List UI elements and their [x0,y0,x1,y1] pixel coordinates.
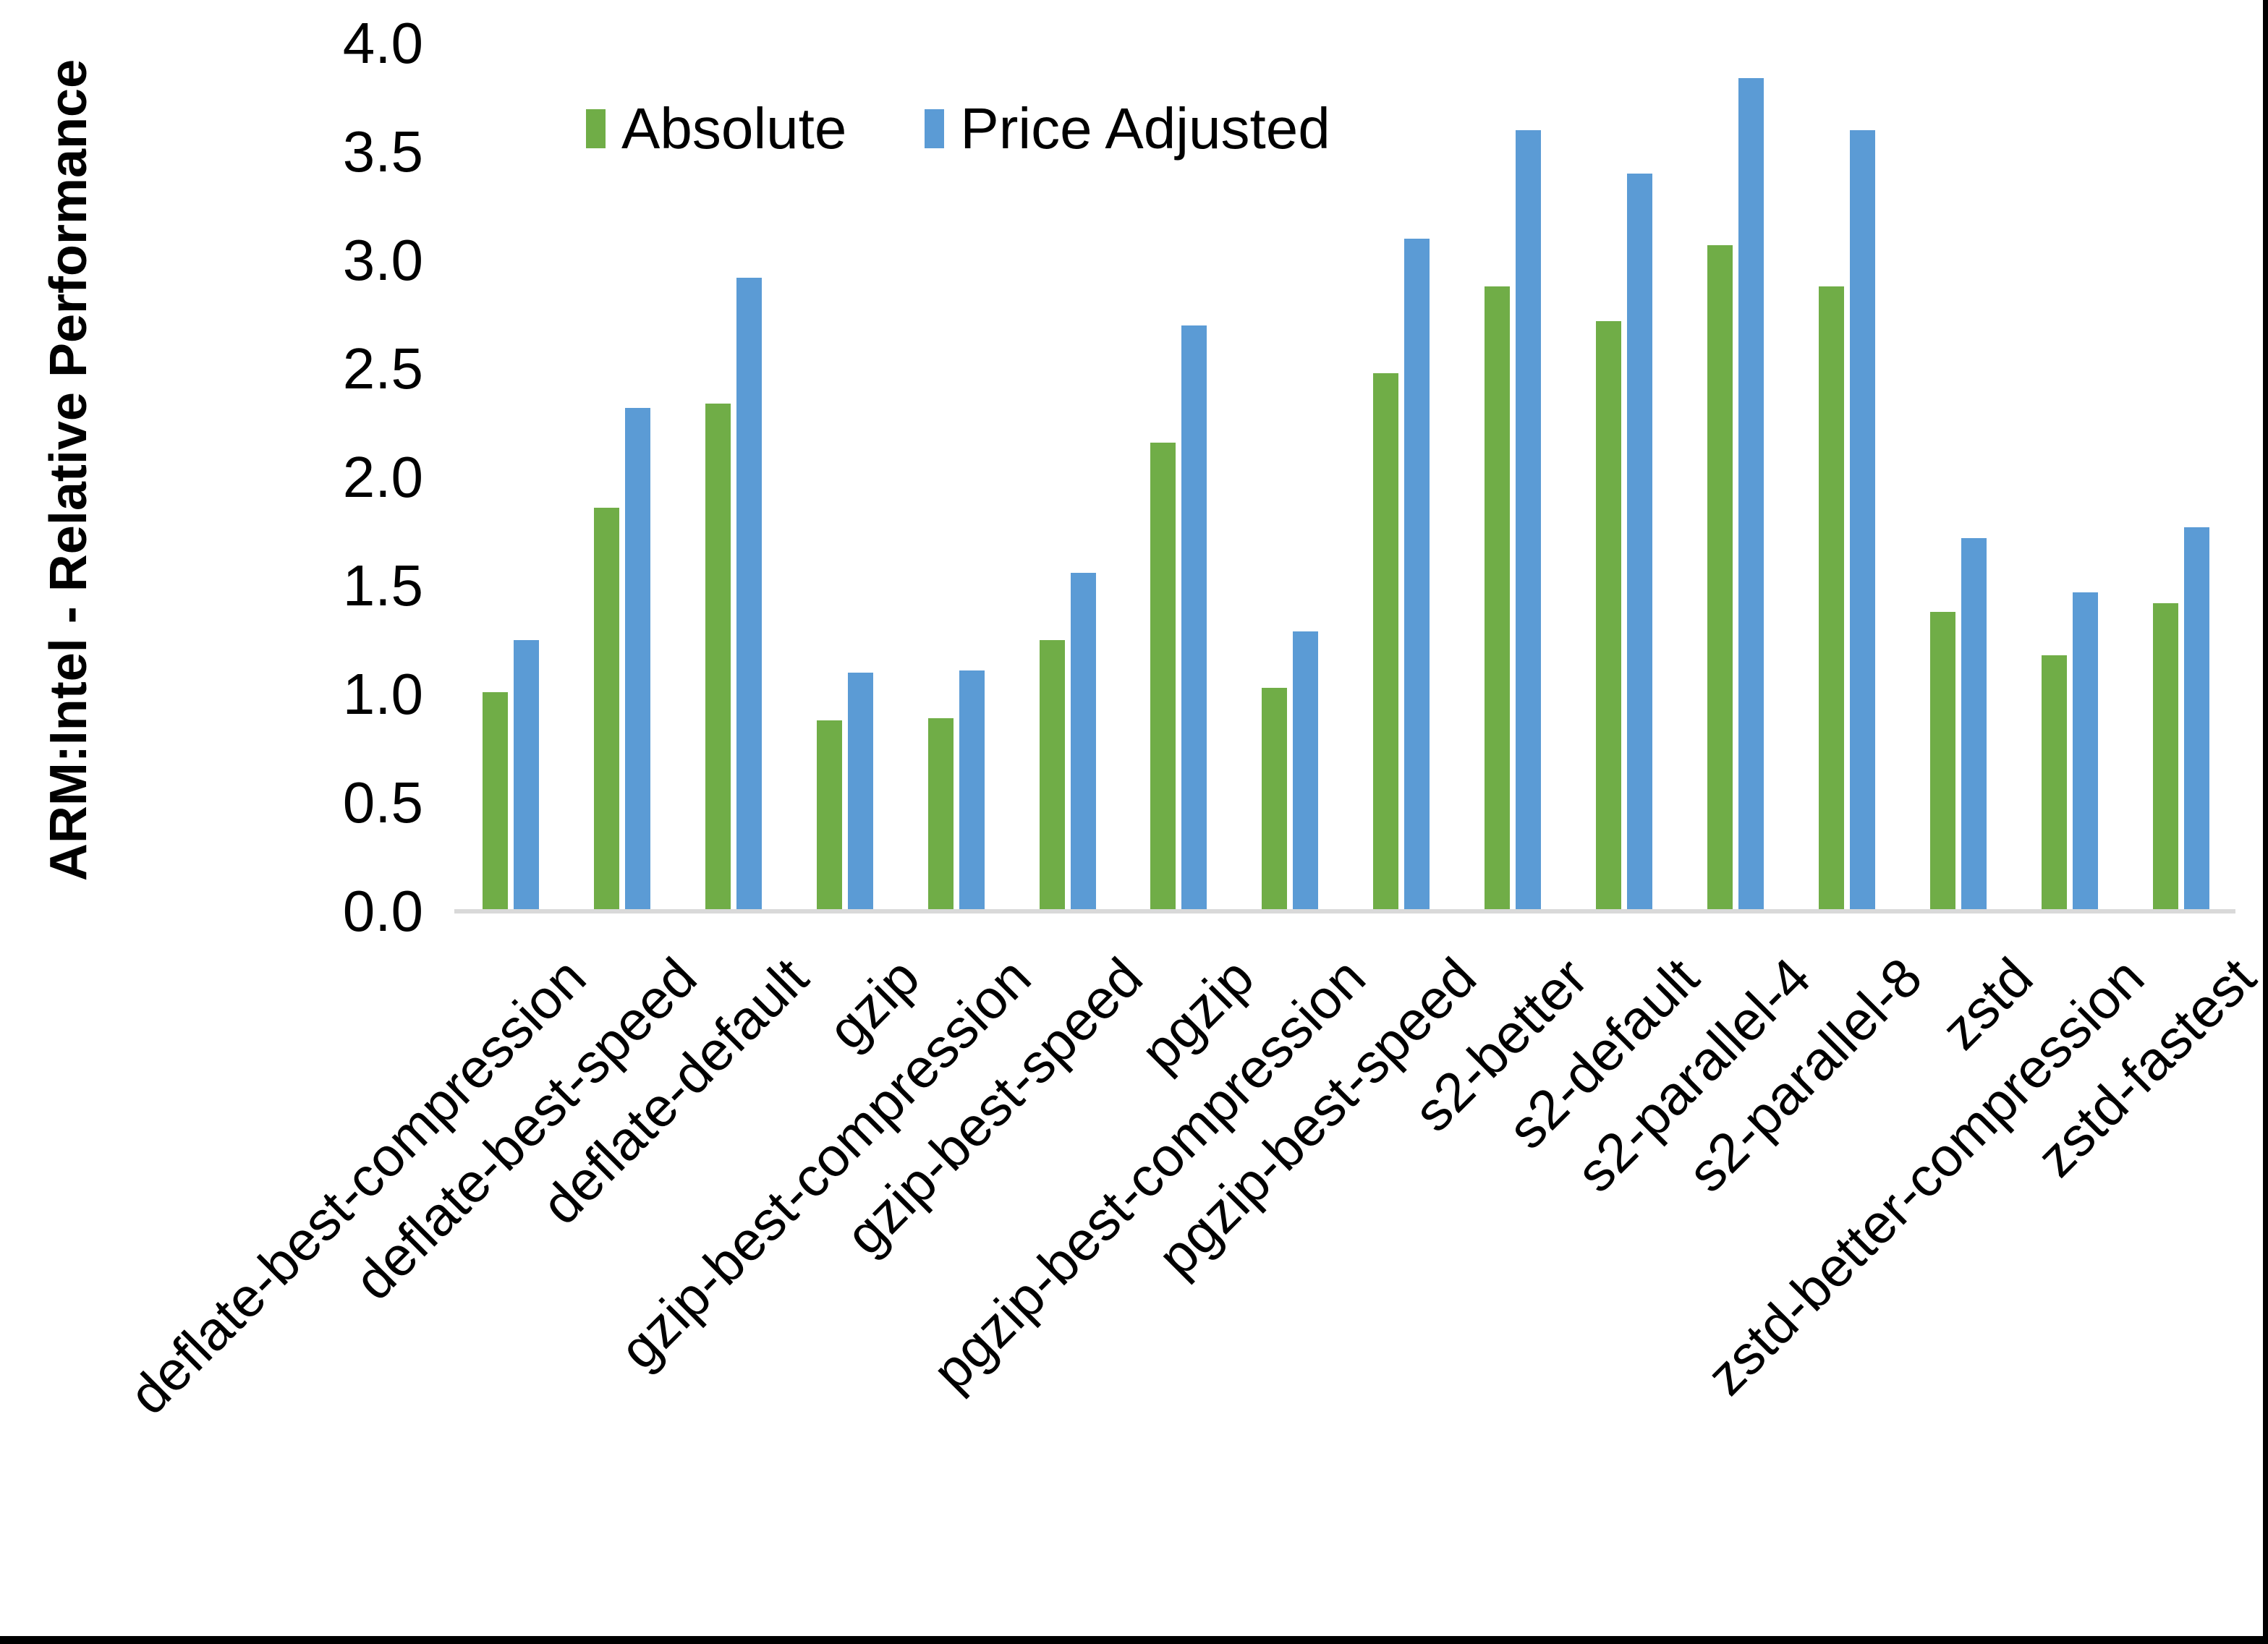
bar-absolute-zstd [1929,612,1955,909]
image-border-bottom [0,1636,2268,1644]
bar-price-adjusted-pgzip-best-compression [1293,631,1319,909]
bar-absolute-s2-better [1485,286,1511,909]
bar-absolute-deflate-best-compression [483,692,508,909]
bar-absolute-s2-parallel-4 [1707,245,1733,909]
bar-absolute-gzip-best-speed [1039,640,1065,909]
y-tick-label-0.0: 0.0 [342,879,423,943]
bar-price-adjusted-pgzip [1181,325,1207,909]
bar-absolute-deflate-default [705,404,731,909]
bar-price-adjusted-zstd [1961,538,1987,909]
bar-absolute-s2-default [1596,321,1621,909]
y-tick-label-3.5: 3.5 [342,119,423,184]
bar-price-adjusted-gzip-best-speed [1070,573,1096,909]
bar-price-adjusted-zstd-fastest [2183,527,2209,909]
bar-price-adjusted-pgzip-best-speed [1404,239,1430,909]
bar-absolute-pgzip-best-speed [1373,373,1399,909]
bar-price-adjusted-gzip [847,673,873,909]
legend-label-price-adjusted: Price Adjusted [960,96,1330,161]
bar-absolute-pgzip-best-compression [1262,688,1288,909]
bar-absolute-zstd-fastest [2152,603,2178,909]
legend-item-price-adjusted: Price Adjusted [925,95,1330,162]
y-tick-label-2.0: 2.0 [342,445,423,509]
y-axis-title: ARM:Intel - Relative Performance [40,59,98,882]
y-tick-label-2.5: 2.5 [342,336,423,401]
bar-price-adjusted-deflate-best-speed [624,408,650,909]
image-border-right [2263,0,2268,1644]
bar-price-adjusted-deflate-default [736,278,762,909]
y-tick-label-1.0: 1.0 [342,662,423,726]
bar-price-adjusted-s2-default [1627,174,1652,909]
bar-price-adjusted-zstd-better-compression [2072,592,2098,909]
bar-price-adjusted-deflate-best-compression [514,640,539,909]
legend-swatch-absolute [586,109,606,148]
bar-absolute-gzip [816,720,842,909]
bar-price-adjusted-gzip-best-compression [959,670,985,909]
bar-price-adjusted-s2-better [1516,130,1542,909]
bar-absolute-gzip-best-compression [927,718,954,909]
bar-absolute-pgzip [1150,443,1176,909]
bar-price-adjusted-s2-parallel-4 [1738,78,1764,909]
x-axis-line [454,909,2235,913]
legend: Absolute Price Adjusted [586,95,1330,162]
x-label-deflate-best-compression: deflate-best-compression [117,946,598,1427]
legend-item-absolute: Absolute [586,95,846,162]
y-tick-label-4.0: 4.0 [342,11,423,75]
bar-absolute-deflate-best-speed [593,508,619,909]
y-tick-label-3.0: 3.0 [342,228,423,292]
y-tick-label-1.5: 1.5 [342,553,423,618]
legend-label-absolute: Absolute [621,96,847,161]
bar-price-adjusted-s2-parallel-8 [1849,130,1875,909]
bar-absolute-zstd-better-compression [2041,655,2067,909]
legend-swatch-price-adjusted [925,109,945,148]
bar-absolute-s2-parallel-8 [1818,286,1844,909]
y-tick-label-0.5: 0.5 [342,770,423,835]
